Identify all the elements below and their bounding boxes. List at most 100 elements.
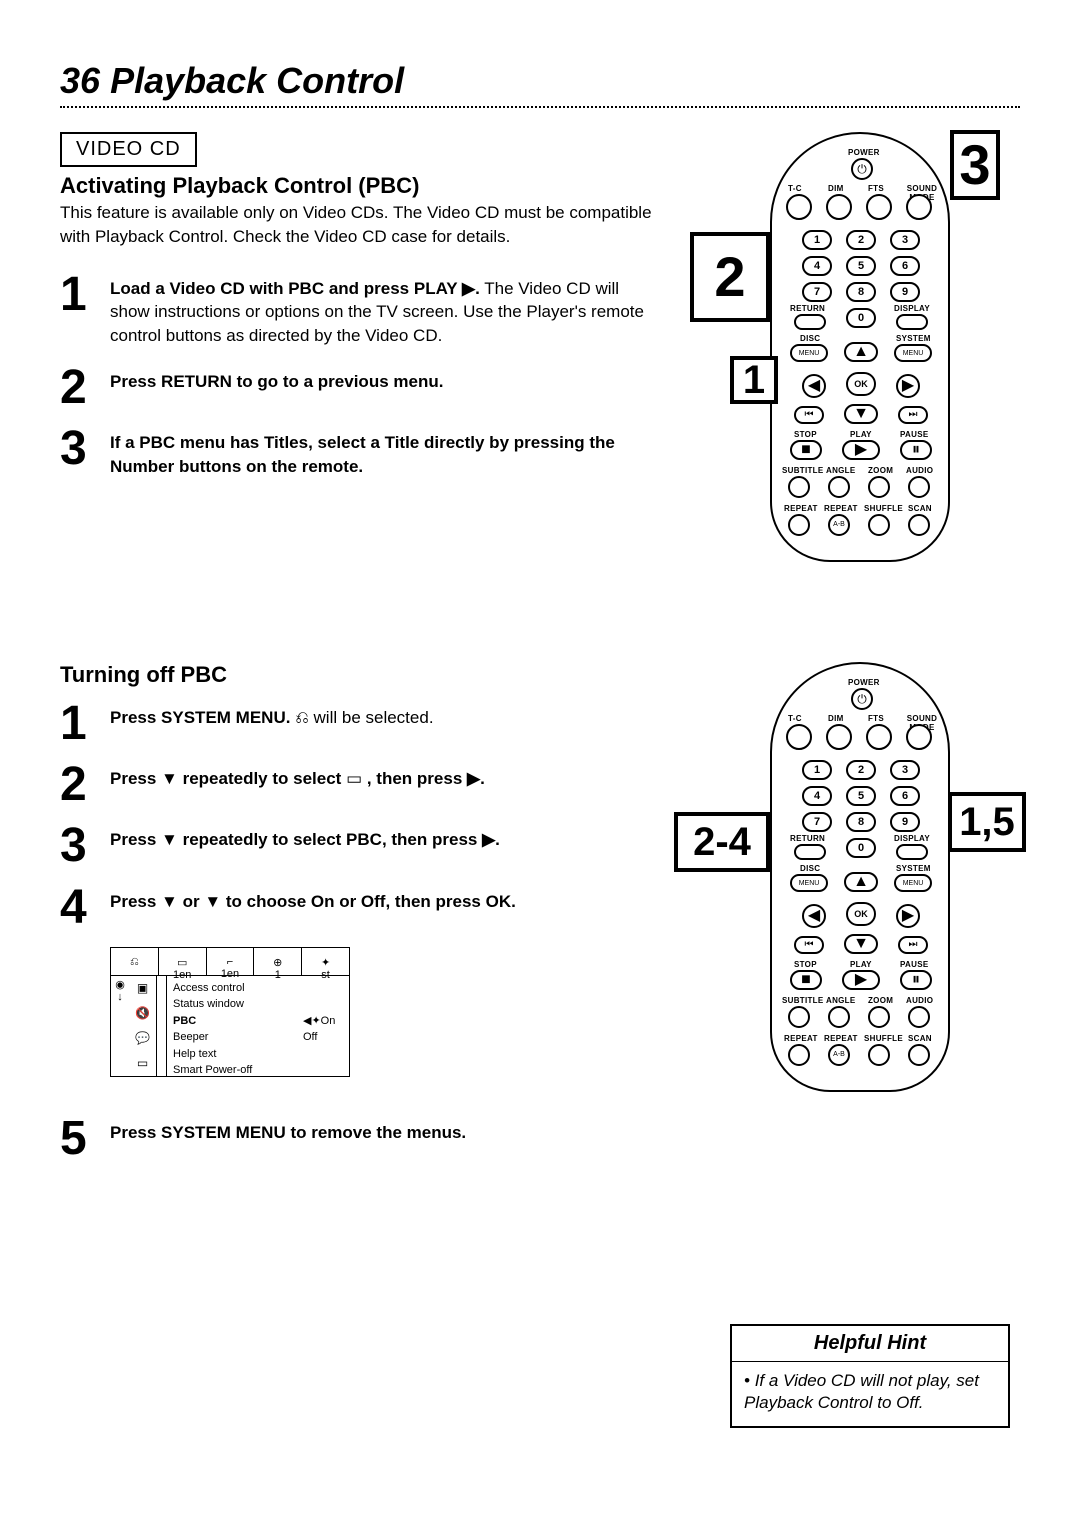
callout-text: 2-4 — [693, 822, 751, 862]
menu-diagram: ⎌ ▭1en ⌐1en ⊕1 ✦st ◉↓ ▣ 🔇 💬 ▭ Access con… — [110, 947, 350, 1077]
step-num: 2 — [60, 763, 96, 806]
step-bold: Load a Video CD with PBC and press PLAY … — [110, 279, 480, 298]
label-return: RETURN — [790, 304, 825, 313]
callout-num: 3 — [959, 137, 990, 193]
step-num: 3 — [60, 427, 96, 470]
step2-4: 4 Press ▼ or ▼ to choose On or Off, then… — [60, 886, 660, 929]
step2-1: 1 Press SYSTEM MENU. ⎌ will be selected. — [60, 702, 660, 745]
btn-prev: ⏮ — [794, 406, 824, 424]
label-pause: PAUSE — [900, 430, 928, 439]
page-title: 36 Playback Control — [60, 60, 1020, 102]
step-num: 1 — [60, 273, 96, 316]
btn-zoom — [868, 1006, 890, 1028]
label-stop: STOP — [794, 960, 817, 969]
btn-right: ▶ — [896, 904, 920, 928]
icon: 🔇 — [135, 1006, 150, 1020]
btn-dim — [826, 194, 852, 220]
btn-2: 2 — [846, 230, 876, 250]
btn-ok: OK — [846, 372, 876, 396]
label-audio: AUDIO — [906, 996, 933, 1005]
btn-tc — [786, 724, 812, 750]
section1-heading: Activating Playback Control (PBC) — [60, 173, 660, 199]
callout-1: 1 — [730, 356, 778, 404]
btn-pause: ⏸ — [900, 970, 932, 990]
step-num: 4 — [60, 886, 96, 929]
btn-6: 6 — [890, 786, 920, 806]
btn-angle — [828, 1006, 850, 1028]
label-repeat: REPEAT — [784, 504, 818, 513]
callout-2: 2 — [690, 232, 770, 322]
icon: ▣ — [137, 981, 148, 995]
label-zoom: ZOOM — [868, 996, 893, 1005]
btn-6: 6 — [890, 256, 920, 276]
section1-intro: This feature is available only on Video … — [60, 201, 660, 249]
btn-next: ⏭ — [898, 936, 928, 954]
label-display: DISPLAY — [894, 834, 930, 843]
label-audio: AUDIO — [906, 466, 933, 475]
btn-3: 3 — [890, 760, 920, 780]
callout-3: 3 — [950, 130, 1000, 200]
btn-menu-disc: MENU — [790, 344, 828, 362]
btn-zoom — [868, 476, 890, 498]
power-icon: ⏻ — [851, 158, 873, 180]
label-pause: PAUSE — [900, 960, 928, 969]
btn-display — [896, 844, 928, 860]
icon: 💬 — [135, 1031, 150, 1045]
label-power: POWER — [848, 148, 880, 157]
menu-item: Access control — [173, 980, 293, 997]
btn-next: ⏭ — [898, 406, 928, 424]
menu-item: Status window — [173, 996, 293, 1013]
btn-7: 7 — [802, 282, 832, 302]
btn-play: ▶ — [842, 440, 880, 460]
label-repeat-ab: REPEAT — [824, 1034, 858, 1043]
step-bold: Press SYSTEM MENU. — [110, 708, 290, 727]
label-stop: STOP — [794, 430, 817, 439]
label-subtitle: SUBTITLE — [782, 466, 824, 475]
page-title-text: Playback Control — [110, 60, 404, 101]
btn-subtitle — [788, 476, 810, 498]
hint-body: • If a Video CD will not play, set Playb… — [732, 1362, 1008, 1426]
btn-repeat-ab: A-B — [828, 1044, 850, 1066]
menu-item: PBC — [173, 1013, 293, 1030]
label-tc: T-C — [788, 184, 802, 193]
btn-0: 0 — [846, 308, 876, 328]
page-number: 36 — [60, 60, 100, 101]
menu-item: Help text — [173, 1046, 293, 1063]
step2-3: 3 Press ▼ repeatedly to select PBC, then… — [60, 824, 660, 867]
btn-repeat — [788, 514, 810, 536]
btn-1: 1 — [802, 230, 832, 250]
callout-text: 1,5 — [959, 802, 1015, 842]
btn-audio — [908, 1006, 930, 1028]
btn-9: 9 — [890, 282, 920, 302]
btn-left: ◀ — [802, 374, 826, 398]
video-cd-box: VIDEO CD — [60, 132, 197, 167]
btn-subtitle — [788, 1006, 810, 1028]
step2-5: 5 Press SYSTEM MENU to remove the menus. — [60, 1117, 660, 1160]
step-bold-a: Press ▼ repeatedly to select — [110, 769, 346, 788]
power-icon: ⏻ — [851, 688, 873, 710]
btn-dim — [826, 724, 852, 750]
btn-menu-disc: MENU — [790, 874, 828, 892]
label-dim: DIM — [828, 184, 844, 193]
label-fts: FTS — [868, 184, 884, 193]
section-activating: VIDEO CD Activating Playback Control (PB… — [60, 132, 1020, 572]
label-return: RETURN — [790, 834, 825, 843]
step-bold-b: , then press ▶. — [367, 769, 485, 788]
btn-fts — [866, 724, 892, 750]
step-bold: Press ▼ repeatedly to select PBC, then p… — [110, 830, 500, 849]
step-text: Press SYSTEM MENU. ⎌ will be selected. — [110, 702, 434, 730]
btn-shuffle — [868, 514, 890, 536]
btn-return — [794, 314, 826, 330]
menu-tab: ▭1en — [159, 948, 207, 975]
btn-scan — [908, 514, 930, 536]
label-system: SYSTEM — [896, 334, 931, 343]
label-play: PLAY — [850, 960, 872, 969]
btn-repeat-ab: A-B — [828, 514, 850, 536]
btn-fts — [866, 194, 892, 220]
btn-shuffle — [868, 1044, 890, 1066]
step-text: Press SYSTEM MENU to remove the menus. — [110, 1117, 466, 1145]
hint-title: Helpful Hint — [732, 1326, 1008, 1362]
btn-scan — [908, 1044, 930, 1066]
menu-tab: ⊕1 — [254, 948, 302, 975]
btn-menu-system: MENU — [894, 874, 932, 892]
